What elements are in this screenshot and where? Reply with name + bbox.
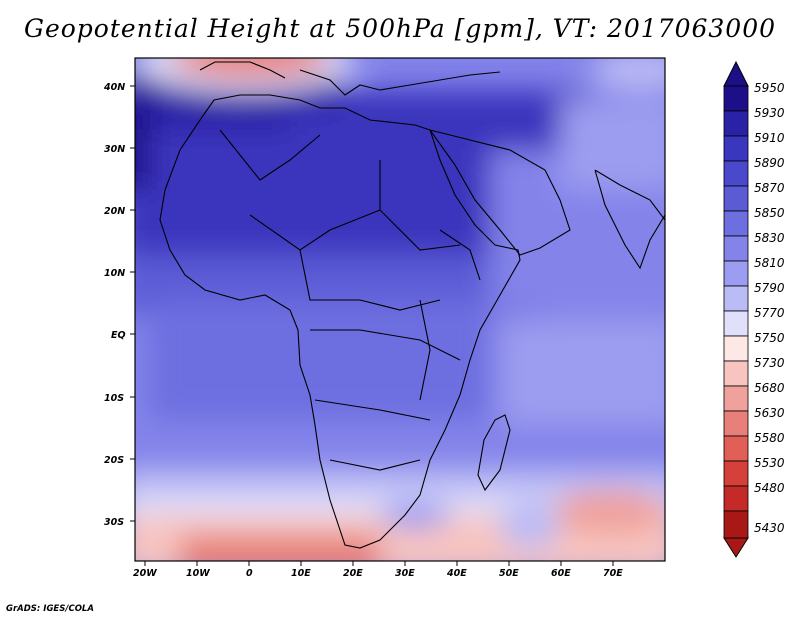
x-tick: 20E (343, 561, 363, 579)
colorbar-label: 5890 (754, 156, 785, 170)
y-label-30s: 30S (104, 517, 124, 528)
x-tick: 60E (551, 561, 571, 579)
y-tick: EQ (111, 330, 135, 341)
colorbar-label: 5850 (754, 206, 785, 220)
x-label-50e: 50E (499, 568, 519, 579)
x-tick: 0 (246, 561, 253, 579)
height-field (135, 58, 665, 561)
x-label-10w: 10W (186, 568, 210, 579)
credit-text: GrADS: IGES/COLA (6, 604, 94, 614)
colorbar-entry: 5750 (723, 331, 785, 362)
y-tick: 40N (103, 82, 135, 93)
colorbar-entry: 5770 (723, 306, 785, 337)
colorbar-entry: 5680 (723, 381, 785, 412)
colorbar-entry: 5810 (723, 256, 785, 287)
y-tick: 30S (104, 517, 135, 528)
colorbar-label: 5530 (754, 456, 785, 470)
y-tick: 20N (104, 206, 135, 217)
x-label-30e: 30E (395, 568, 415, 579)
y-tick: 20S (104, 455, 135, 466)
colorbar-label: 5680 (754, 381, 785, 395)
y-tick: 10S (104, 393, 135, 404)
colorbar-label: 5580 (754, 431, 785, 445)
colorbar-entry: 5580 (723, 431, 785, 462)
x-label-0: 0 (246, 568, 253, 579)
x-tick: 50E (499, 561, 519, 579)
colorbar-label: 5730 (754, 356, 785, 370)
y-label-10s: 10S (104, 393, 124, 404)
x-label-10e: 10E (291, 568, 311, 579)
colorbar-label: 5810 (754, 256, 785, 270)
colorbar-entry: 5480 (723, 481, 785, 512)
y-tick: 10N (104, 268, 135, 279)
x-tick: 40E (446, 561, 467, 579)
x-tick: 10W (186, 561, 210, 579)
colorbar-label: 5870 (754, 181, 785, 195)
colorbar-label: 5950 (754, 81, 785, 95)
colorbar-top-arrow (723, 60, 749, 87)
colorbar-entry: 5730 (723, 356, 785, 387)
colorbar-entry: 5790 (723, 281, 785, 312)
colorbar-entry: 5870 (723, 181, 785, 212)
colorbar-bottom-arrow (723, 537, 749, 558)
x-label-20e: 20E (343, 568, 363, 579)
x-label-20w: 20W (133, 568, 157, 579)
x-tick: 30E (395, 561, 415, 579)
colorbar-entry: 5910 (723, 131, 785, 162)
colorbar-entry: 5950 (723, 81, 785, 112)
colorbar-label: 5630 (754, 406, 785, 420)
x-label-40e: 40E (446, 568, 467, 579)
coastlines (159, 61, 665, 549)
y-tick: 30N (104, 144, 135, 155)
colorbar-label: 5830 (754, 231, 785, 245)
y-label-20s: 20S (104, 455, 124, 466)
colorbar-label: 5790 (754, 281, 785, 295)
x-tick: 70E (603, 561, 623, 579)
colorbar-label: 5480 (754, 481, 785, 495)
y-label-20n: 20N (104, 206, 125, 217)
colorbar-label: 5430 (754, 521, 785, 535)
colorbar-entry: 5530 (723, 456, 785, 487)
x-tick: 10E (291, 561, 311, 579)
colorbar: 5950 5930 5910 5890 5870 5850 5830 5810 … (723, 60, 785, 558)
colorbar-entry: 5850 (723, 206, 785, 237)
y-label-eq: EQ (111, 330, 126, 341)
y-axis: 40N 30N 20N 10N EQ 10S 20S 30S (103, 82, 135, 528)
x-axis: 20W 10W 0 10E 20E 30E 40E 50E 60E 70E (133, 561, 623, 579)
colorbar-label: 5750 (754, 331, 785, 345)
colorbar-entry: 5430 (723, 510, 785, 539)
colorbar-entry: 5630 (723, 406, 785, 437)
x-label-70e: 70E (603, 568, 623, 579)
y-label-30n: 30N (104, 144, 125, 155)
x-label-60e: 60E (551, 568, 571, 579)
map-title: Geopotential Height at 500hPa [gpm], VT:… (23, 14, 777, 43)
y-label-40n: 40N (103, 82, 125, 93)
x-tick: 20W (133, 561, 157, 579)
plot-frame (134, 57, 666, 562)
colorbar-label: 5910 (754, 131, 785, 145)
y-label-10n: 10N (104, 268, 125, 279)
colorbar-label: 5930 (754, 106, 785, 120)
colorbar-entry: 5890 (723, 156, 785, 187)
colorbar-label: 5770 (754, 306, 785, 320)
